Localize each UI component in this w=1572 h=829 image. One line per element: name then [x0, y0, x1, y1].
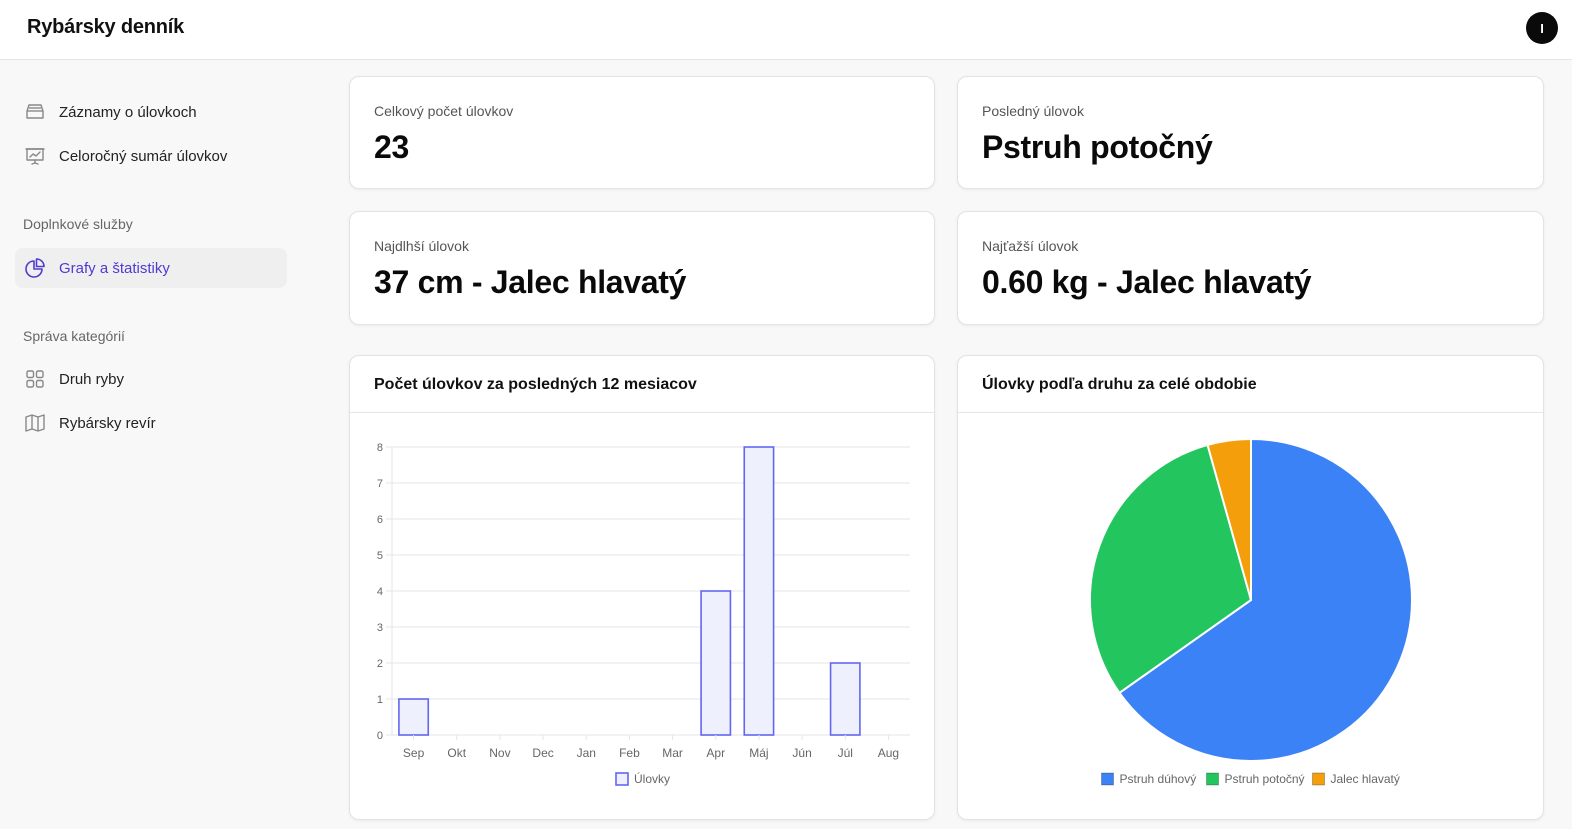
legend-swatch: [1312, 772, 1325, 786]
y-tick-label: 3: [377, 622, 383, 634]
stat-card-last-catch: Posledný úlovok Pstruh potočný: [957, 76, 1544, 189]
x-tick-label: Jan: [577, 746, 596, 760]
y-tick-label: 5: [377, 550, 383, 562]
grid-icon: [24, 368, 46, 390]
pie-chart-icon: [24, 257, 46, 279]
x-tick-label: Okt: [447, 746, 466, 760]
inbox-icon: [24, 101, 46, 123]
bar: [743, 446, 775, 736]
sidebar-item-fishing-district[interactable]: Rybársky revír: [15, 403, 287, 443]
sidebar: Záznamy o úlovkoch Celoročný sumár úlovk…: [0, 61, 310, 829]
y-tick-label: 4: [377, 586, 383, 598]
bar: [398, 698, 430, 736]
user-avatar[interactable]: I: [1526, 12, 1558, 44]
bar-chart: 0 1 2 3 4 5 6 7 8 Sep Okt Nov Dec Jan Feb Mar Apr Máj Jún J…: [377, 442, 910, 786]
sidebar-item-label: Celoročný sumár úlovkov: [59, 147, 228, 165]
legend-label: Úlovky: [634, 771, 670, 786]
x-tick-label: Júl: [838, 746, 853, 760]
pie-slice: [1089, 443, 1253, 695]
app-title: Rybársky denník: [27, 16, 185, 38]
bar: [829, 662, 861, 736]
x-tick-label: Máj: [749, 746, 768, 760]
stat-value: 23: [374, 129, 409, 165]
x-tick-label: Feb: [619, 746, 640, 760]
bar: [700, 590, 732, 736]
sidebar-item-label: Grafy a štatistiky: [59, 259, 170, 277]
stat-card-heaviest-catch: Najťažší úlovok 0.60 kg - Jalec hlavatý: [957, 211, 1544, 325]
stat-label: Najťažší úlovok: [982, 238, 1079, 254]
map-icon: [24, 412, 46, 434]
section-label-services: Doplnkové služby: [23, 216, 133, 232]
divider: [350, 412, 934, 413]
legend-swatch: [615, 772, 629, 786]
legend-label: Pstruh potočný: [1225, 772, 1305, 786]
stat-label: Posledný úlovok: [982, 103, 1084, 119]
x-tick-label: Mar: [662, 746, 683, 760]
pie-slice: [1118, 437, 1413, 762]
divider: [958, 412, 1543, 413]
x-tick-label: Nov: [489, 746, 510, 760]
y-tick-label: 2: [377, 658, 383, 670]
stat-label: Najdlhší úlovok: [374, 238, 469, 254]
x-tick-label: Apr: [706, 746, 725, 760]
chart-title: Úlovky podľa druhu za celé obdobie: [982, 376, 1257, 393]
stat-value: Pstruh potočný: [982, 129, 1213, 165]
stat-label: Celkový počet úlovkov: [374, 103, 514, 119]
bar-chart-card: Počet úlovkov za posledných 12 mesiacov …: [349, 355, 935, 820]
x-tick-label: Jún: [792, 746, 811, 760]
y-tick-label: 8: [377, 442, 383, 454]
y-tick-label: 6: [377, 514, 383, 526]
pie-chart: Pstruh dúhový Pstruh potočný Jalec hlavatý: [1089, 437, 1413, 786]
legend-swatch: [1206, 772, 1219, 786]
sidebar-item-label: Záznamy o úlovkoch: [59, 103, 197, 121]
legend-label: Pstruh dúhový: [1120, 772, 1197, 786]
sidebar-item-label: Rybársky revír: [59, 414, 156, 432]
x-tick-label: Dec: [532, 746, 553, 760]
presentation-chart-icon: [24, 145, 46, 167]
pie-slice: [1206, 437, 1252, 601]
top-bar: Rybársky denník I: [0, 0, 1572, 60]
x-tick-label: Sep: [403, 746, 425, 760]
sidebar-item-fish-species[interactable]: Druh ryby: [15, 359, 287, 399]
sidebar-item-charts-statistics[interactable]: Grafy a štatistiky: [15, 248, 287, 288]
sidebar-item-annual-summary[interactable]: Celoročný sumár úlovkov: [15, 136, 287, 176]
y-tick-label: 7: [377, 478, 383, 490]
pie-chart-card: Úlovky podľa druhu za celé obdobie Pstru…: [957, 355, 1544, 820]
sidebar-item-label: Druh ryby: [59, 370, 125, 388]
stat-value: 37 cm - Jalec hlavatý: [374, 264, 687, 300]
y-tick-label: 0: [377, 730, 383, 742]
legend-swatch: [1101, 772, 1114, 786]
chart-title: Počet úlovkov za posledných 12 mesiacov: [374, 376, 697, 393]
legend-label: Jalec hlavatý: [1331, 772, 1400, 786]
stat-card-longest-catch: Najdlhší úlovok 37 cm - Jalec hlavatý: [349, 211, 935, 325]
y-tick-label: 1: [377, 694, 383, 706]
sidebar-item-catch-records[interactable]: Záznamy o úlovkoch: [15, 92, 287, 132]
stat-value: 0.60 kg - Jalec hlavatý: [982, 264, 1312, 300]
stat-card-total-catches: Celkový počet úlovkov 23: [349, 76, 935, 189]
section-label-categories: Správa kategórií: [23, 328, 125, 344]
x-tick-label: Aug: [878, 746, 899, 760]
